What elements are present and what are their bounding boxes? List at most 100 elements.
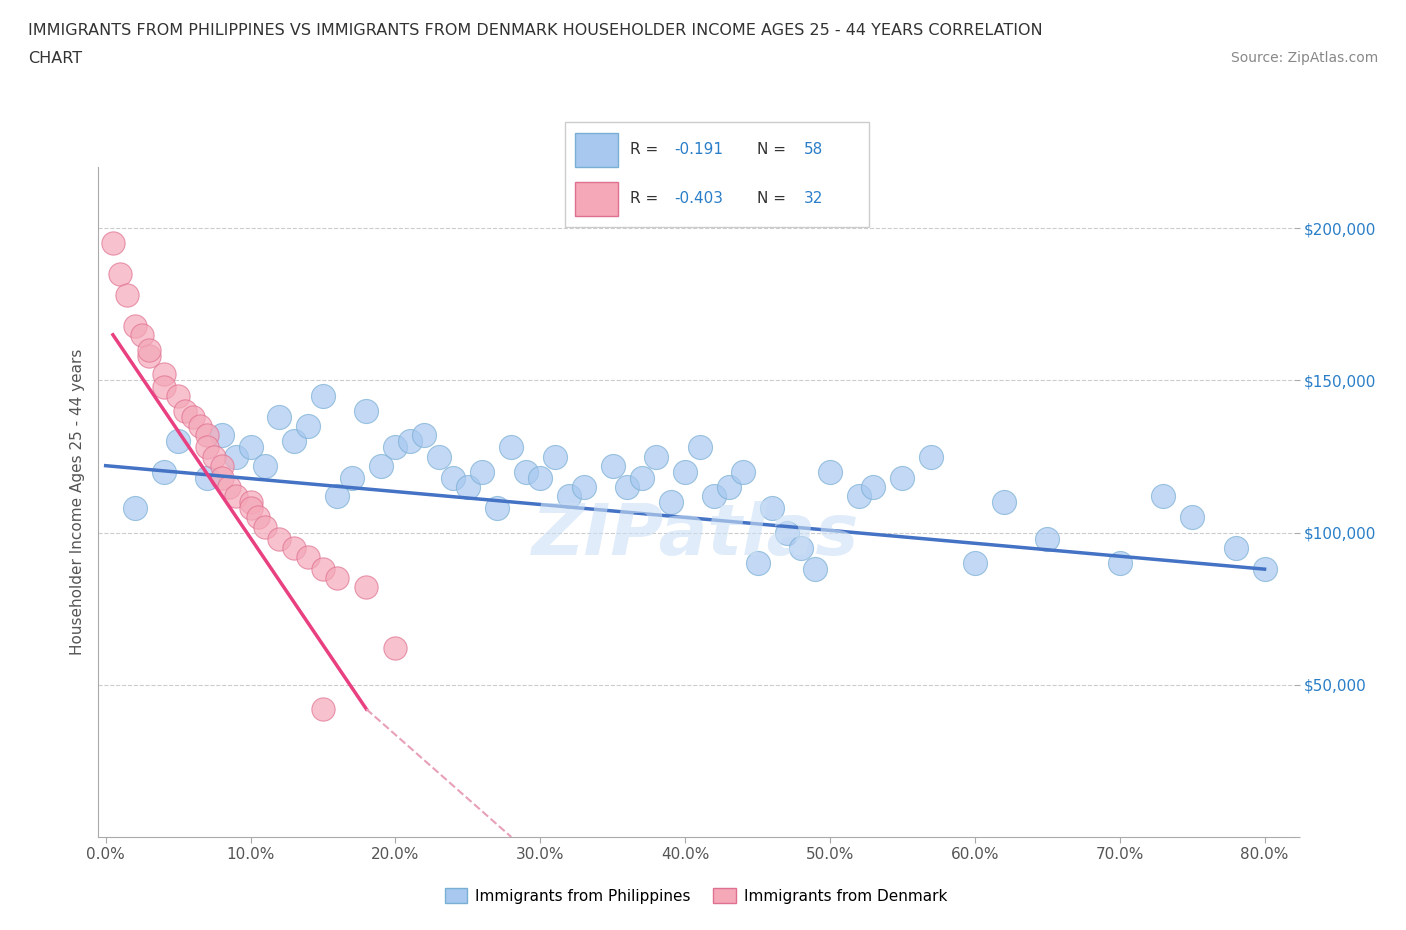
Point xyxy=(572,480,595,495)
Point xyxy=(124,318,146,333)
Point xyxy=(645,449,668,464)
Point xyxy=(399,434,422,449)
Point xyxy=(862,480,884,495)
Point xyxy=(1108,555,1130,570)
Point xyxy=(963,555,986,570)
Point xyxy=(138,342,160,357)
Point xyxy=(239,501,262,516)
Point xyxy=(703,488,725,503)
Point xyxy=(689,440,711,455)
Point xyxy=(356,404,378,418)
Text: Source: ZipAtlas.com: Source: ZipAtlas.com xyxy=(1230,51,1378,65)
Point xyxy=(457,480,479,495)
Point xyxy=(269,531,291,546)
Point xyxy=(253,458,276,473)
Point xyxy=(485,501,508,516)
Point xyxy=(427,449,450,464)
Point xyxy=(167,388,190,403)
Point xyxy=(848,488,870,503)
Point xyxy=(152,367,174,382)
Point xyxy=(529,471,551,485)
Point xyxy=(283,540,305,555)
Point xyxy=(269,409,291,424)
Point xyxy=(1225,540,1247,555)
Point xyxy=(920,449,942,464)
Point xyxy=(441,471,464,485)
Point xyxy=(202,449,225,464)
Point xyxy=(195,440,218,455)
Point xyxy=(167,434,190,449)
Point xyxy=(283,434,305,449)
Point xyxy=(152,379,174,394)
Point xyxy=(384,440,406,455)
Point xyxy=(138,349,160,364)
Point xyxy=(297,418,319,433)
Point xyxy=(211,428,233,443)
FancyBboxPatch shape xyxy=(565,122,869,227)
Point xyxy=(211,458,233,473)
Point xyxy=(312,702,335,717)
Point xyxy=(1036,531,1059,546)
Point xyxy=(297,550,319,565)
Point xyxy=(761,501,783,516)
Point xyxy=(101,236,124,251)
Point xyxy=(544,449,567,464)
Point xyxy=(195,471,218,485)
Point xyxy=(131,327,153,342)
Bar xyxy=(575,133,619,166)
Text: R =: R = xyxy=(630,142,664,157)
Point xyxy=(174,404,197,418)
Text: 58: 58 xyxy=(804,142,823,157)
Point xyxy=(253,519,276,534)
Point xyxy=(1253,562,1275,577)
Point xyxy=(717,480,740,495)
Point xyxy=(108,267,131,282)
Point xyxy=(501,440,523,455)
Point xyxy=(356,580,378,595)
Point xyxy=(1181,510,1204,525)
Point xyxy=(558,488,581,503)
Point xyxy=(659,495,682,510)
Point xyxy=(790,540,813,555)
Y-axis label: Householder Income Ages 25 - 44 years: Householder Income Ages 25 - 44 years xyxy=(69,349,84,656)
Point xyxy=(630,471,652,485)
Text: IMMIGRANTS FROM PHILIPPINES VS IMMIGRANTS FROM DENMARK HOUSEHOLDER INCOME AGES 2: IMMIGRANTS FROM PHILIPPINES VS IMMIGRANT… xyxy=(28,23,1043,38)
Point xyxy=(340,471,363,485)
Point xyxy=(673,464,696,479)
Text: -0.403: -0.403 xyxy=(673,192,723,206)
Point xyxy=(370,458,392,473)
Point xyxy=(117,287,139,302)
Point xyxy=(891,471,914,485)
Text: ZIPatlas: ZIPatlas xyxy=(533,501,859,570)
Text: CHART: CHART xyxy=(28,51,82,66)
Point xyxy=(211,471,233,485)
Point xyxy=(312,562,335,577)
Point xyxy=(775,525,797,540)
Point xyxy=(152,464,174,479)
Point xyxy=(218,480,240,495)
Point xyxy=(413,428,436,443)
Point xyxy=(124,501,146,516)
Point xyxy=(239,495,262,510)
Legend: Immigrants from Philippines, Immigrants from Denmark: Immigrants from Philippines, Immigrants … xyxy=(439,882,953,910)
Point xyxy=(747,555,769,570)
Point xyxy=(804,562,827,577)
Text: 32: 32 xyxy=(804,192,823,206)
Point xyxy=(246,510,269,525)
Point xyxy=(384,641,406,656)
Point xyxy=(195,428,218,443)
Point xyxy=(602,458,624,473)
Text: R =: R = xyxy=(630,192,664,206)
Bar xyxy=(575,182,619,216)
Point xyxy=(239,440,262,455)
Point xyxy=(225,449,247,464)
Point xyxy=(731,464,754,479)
Point xyxy=(188,418,211,433)
Point xyxy=(225,488,247,503)
Point xyxy=(818,464,841,479)
Point xyxy=(181,409,204,424)
Point xyxy=(1152,488,1174,503)
Text: N =: N = xyxy=(758,192,792,206)
Point xyxy=(326,488,349,503)
Text: N =: N = xyxy=(758,142,792,157)
